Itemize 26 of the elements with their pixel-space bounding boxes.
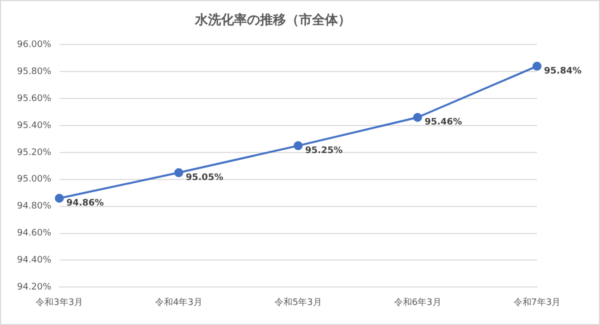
x-tick-label: 令和5年3月 [274, 296, 322, 308]
data-label: 95.84% [544, 66, 582, 77]
data-label: 94.86% [66, 198, 104, 209]
y-tick-label: 94.80% [16, 202, 52, 212]
data-label: 95.05% [186, 172, 224, 183]
y-tick-label: 95.60% [16, 94, 52, 104]
chart-title: 水洗化率の推移（市全体） [194, 12, 351, 28]
y-tick-label: 95.40% [16, 120, 52, 131]
y-tick-label: 96.00% [16, 40, 52, 50]
x-tick-label: 令和3年3月 [36, 296, 84, 308]
point [413, 112, 422, 122]
point [532, 62, 542, 71]
y-tick-label: 95.20% [16, 148, 52, 158]
y-tick-label: 94.20% [16, 282, 52, 293]
y-tick-label: 95.00% [16, 174, 52, 185]
data-label: 95.46% [424, 118, 462, 128]
x-tick-label: 令和6年3月 [394, 296, 442, 308]
point [174, 168, 184, 178]
point [294, 141, 303, 150]
point [54, 194, 64, 203]
y-tick-label: 94.40% [16, 256, 52, 266]
data-label: 95.25% [305, 146, 343, 156]
x-tick-label: 令和4年3月 [155, 296, 202, 308]
y-tick-label: 95.80% [16, 66, 52, 77]
y-tick-label: 94.60% [16, 228, 52, 239]
x-tick-label: 令和7年3月 [513, 296, 561, 308]
